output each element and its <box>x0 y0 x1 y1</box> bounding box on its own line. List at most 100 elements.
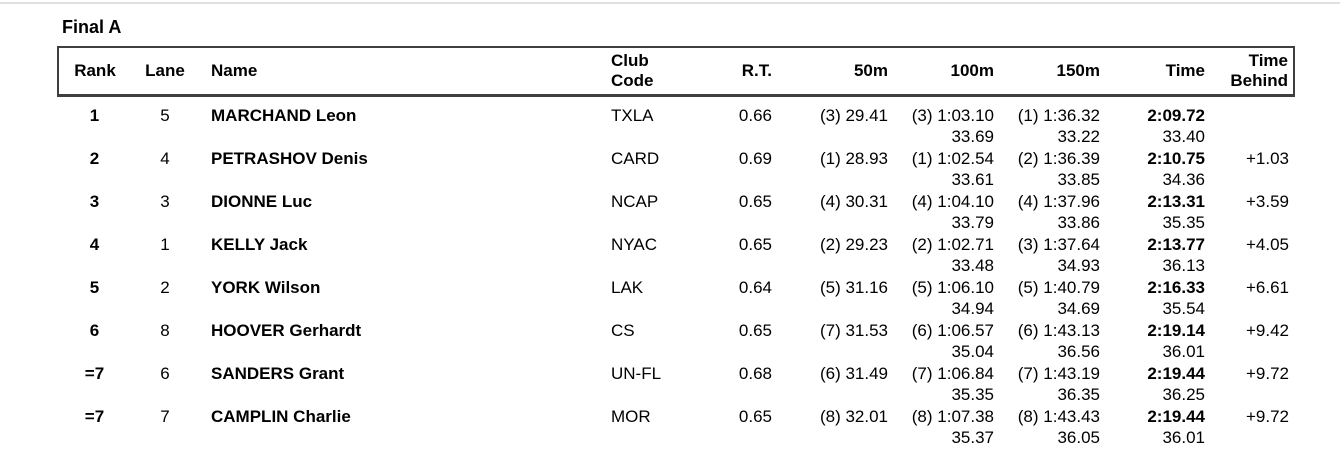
split-150m: (1) 1:36.32 <box>1017 106 1100 125</box>
split-50m: (1) 28.93 <box>819 149 888 168</box>
reaction-time: 0.65 <box>738 192 772 211</box>
header-50m: 50m <box>772 46 888 97</box>
lap-final: 36.01 <box>1162 342 1205 361</box>
split-100m: (5) 1:06.10 <box>911 278 994 297</box>
split-100m: (7) 1:06.84 <box>911 364 994 383</box>
result-row: 4 1 KELLY Jack NYAC 0.65 (2) 29.23 (2) 1… <box>58 234 1294 277</box>
reaction-time: 0.65 <box>738 321 772 340</box>
rank-value: 3 <box>89 192 100 211</box>
split-50m: (2) 29.23 <box>819 235 888 254</box>
lap-100m: 33.61 <box>951 170 994 189</box>
lap-100m: 33.69 <box>951 127 994 146</box>
split-150m: (8) 1:43.43 <box>1017 407 1100 426</box>
rank-value: =7 <box>84 407 105 426</box>
final-time: 2:19.44 <box>1147 364 1205 383</box>
club-code: LAK <box>611 278 644 297</box>
lane-value: 7 <box>160 407 170 426</box>
time-behind: +9.72 <box>1245 407 1289 426</box>
header-lane: Lane <box>131 46 199 97</box>
lap-150m: 33.22 <box>1057 127 1100 146</box>
heat-title: Final A <box>62 17 122 37</box>
time-behind: +6.61 <box>1245 278 1289 297</box>
rank-value: =7 <box>84 364 105 383</box>
reaction-time: 0.65 <box>738 235 772 254</box>
lap-150m: 33.86 <box>1057 213 1100 232</box>
final-time: 2:13.77 <box>1147 235 1205 254</box>
lane-value: 8 <box>160 321 170 340</box>
reaction-time: 0.66 <box>738 106 772 125</box>
split-150m: (2) 1:36.39 <box>1017 149 1100 168</box>
reaction-time: 0.64 <box>738 278 772 297</box>
rank-value: 2 <box>89 149 100 168</box>
rank-value: 6 <box>89 321 100 340</box>
final-time: 2:16.33 <box>1147 278 1205 297</box>
club-code: NYAC <box>611 235 657 254</box>
page-top-rule <box>0 2 1340 4</box>
split-100m: (1) 1:02.54 <box>911 149 994 168</box>
swimmer-name: KELLY Jack <box>211 235 308 254</box>
header-time: Time <box>1100 46 1205 97</box>
header-club-line2: Code <box>611 71 654 90</box>
time-behind: +3.59 <box>1245 192 1289 211</box>
swimmer-name: MARCHAND Leon <box>211 106 357 125</box>
result-row: 3 3 DIONNE Luc NCAP 0.65 (4) 30.31 (4) 1… <box>58 191 1294 234</box>
result-row: 6 8 HOOVER Gerhardt CS 0.65 (7) 31.53 (6… <box>58 320 1294 363</box>
header-club-code: Club Code <box>601 46 707 97</box>
lap-100m: 33.48 <box>951 256 994 275</box>
lap-final: 35.35 <box>1162 213 1205 232</box>
club-code: CARD <box>611 149 660 168</box>
header-club-line1: Club <box>611 51 649 70</box>
split-100m: (2) 1:02.71 <box>911 235 994 254</box>
split-150m: (6) 1:43.13 <box>1017 321 1100 340</box>
final-time: 2:09.72 <box>1147 106 1205 125</box>
swimmer-name: CAMPLIN Charlie <box>211 407 351 426</box>
split-150m: (7) 1:43.19 <box>1017 364 1100 383</box>
header-behind-line1: Time <box>1248 51 1288 70</box>
lap-100m: 33.79 <box>951 213 994 232</box>
time-behind: +1.03 <box>1245 149 1289 168</box>
lane-value: 6 <box>160 364 170 383</box>
reaction-time: 0.65 <box>738 407 772 426</box>
final-time: 2:19.44 <box>1147 407 1205 426</box>
swimmer-name: PETRASHOV Denis <box>211 149 368 168</box>
lane-value: 2 <box>160 278 170 297</box>
reaction-time: 0.69 <box>738 149 772 168</box>
lap-150m: 36.35 <box>1057 385 1100 404</box>
time-behind: +4.05 <box>1245 235 1289 254</box>
lap-100m: 35.37 <box>951 428 994 447</box>
rank-value: 5 <box>89 278 100 297</box>
header-row: Rank Lane Name Club Code R.T. 50m 100m 1… <box>57 46 1295 97</box>
header-rank: Rank <box>57 46 131 97</box>
club-code: TXLA <box>611 106 654 125</box>
lane-value: 3 <box>160 192 170 211</box>
header-reaction-time: R.T. <box>707 46 772 97</box>
split-50m: (6) 31.49 <box>819 364 888 383</box>
lap-final: 36.13 <box>1162 256 1205 275</box>
lap-100m: 35.35 <box>951 385 994 404</box>
lap-final: 36.25 <box>1162 385 1205 404</box>
reaction-time: 0.68 <box>738 364 772 383</box>
swimmer-name: SANDERS Grant <box>211 364 345 383</box>
time-behind: +9.72 <box>1245 364 1289 383</box>
result-row: =7 6 SANDERS Grant UN-FL 0.68 (6) 31.49 … <box>58 363 1294 406</box>
split-100m: (8) 1:07.38 <box>911 407 994 426</box>
header-100m: 100m <box>888 46 994 97</box>
lap-150m: 36.56 <box>1057 342 1100 361</box>
lap-final: 35.54 <box>1162 299 1205 318</box>
club-code: MOR <box>611 407 651 426</box>
split-150m: (3) 1:37.64 <box>1017 235 1100 254</box>
lap-150m: 36.05 <box>1057 428 1100 447</box>
split-50m: (5) 31.16 <box>819 278 888 297</box>
results-body: 1 5 MARCHAND Leon TXLA 0.66 (3) 29.41 (3… <box>58 96 1294 450</box>
split-50m: (7) 31.53 <box>819 321 888 340</box>
lap-final: 33.40 <box>1162 127 1205 146</box>
header-behind-line2: Behind <box>1230 71 1288 90</box>
time-behind <box>1205 105 1289 126</box>
club-code: UN-FL <box>611 364 662 383</box>
lap-150m: 33.85 <box>1057 170 1100 189</box>
lane-value: 1 <box>160 235 170 254</box>
split-150m: (5) 1:40.79 <box>1017 278 1100 297</box>
final-time: 2:10.75 <box>1147 149 1205 168</box>
split-50m: (8) 32.01 <box>819 407 888 426</box>
club-code: CS <box>611 321 635 340</box>
